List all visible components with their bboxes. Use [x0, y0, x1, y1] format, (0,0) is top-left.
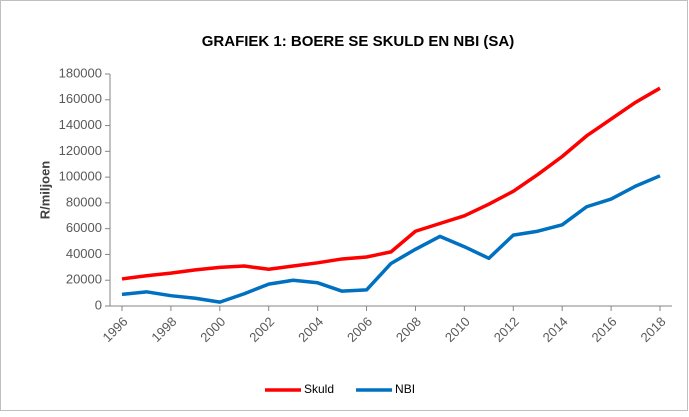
y-tick-label: 60000 [66, 220, 102, 235]
y-tick-label: 80000 [66, 194, 102, 209]
legend-label: Skuld [304, 382, 334, 396]
chart-title: GRAFIEK 1: BOERE SE SKULD EN NBI (SA) [202, 33, 515, 50]
y-tick-label: 20000 [66, 272, 102, 287]
y-tick-label: 0 [95, 297, 102, 312]
series-line [121, 86, 661, 281]
y-tick-label: 100000 [59, 169, 102, 184]
y-tick-label: 180000 [59, 65, 102, 80]
y-tick-label: 120000 [59, 143, 102, 158]
legend-label: NBI [395, 382, 415, 396]
y-tick-label: 140000 [59, 117, 102, 132]
series-line [121, 174, 661, 304]
y-axis-label: R/miljoen [37, 161, 52, 220]
y-tick-label: 40000 [66, 246, 102, 261]
y-tick-label: 160000 [59, 91, 102, 106]
